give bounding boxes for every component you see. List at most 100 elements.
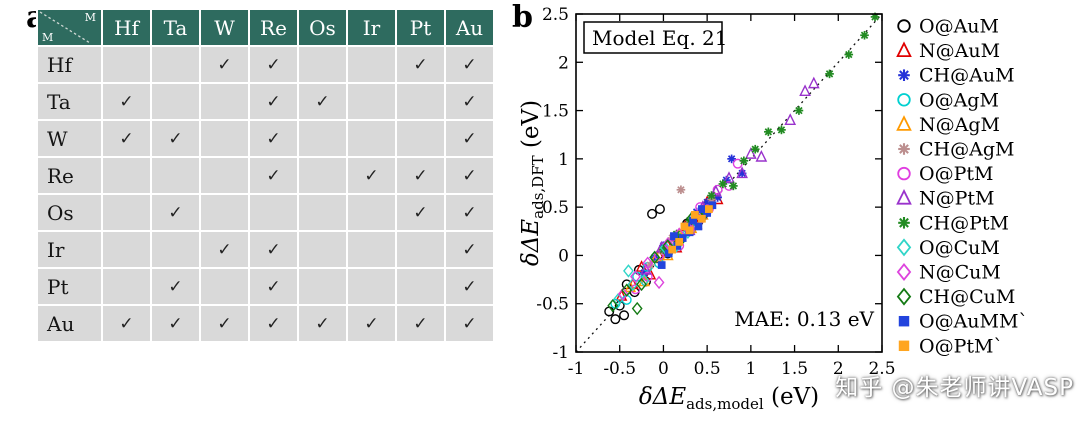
model-title-text: Model Eq. 21 [592, 26, 727, 50]
marker-diamond-open [607, 298, 619, 313]
check-cell: ✓ [152, 306, 199, 341]
check-cell: ✓ [446, 269, 493, 304]
marker-diamond-open [636, 277, 647, 292]
marker-circle-open [897, 19, 911, 33]
empty-cell [299, 195, 346, 230]
empty-cell [103, 47, 150, 82]
check-cell: ✓ [201, 232, 248, 267]
check-cell: ✓ [250, 84, 297, 119]
empty-cell [348, 269, 395, 304]
check-cell: ✓ [152, 269, 199, 304]
marker-asterisk [898, 143, 910, 155]
check-cell: ✓ [299, 306, 346, 341]
marker-square-filled [898, 340, 910, 352]
check-cell: ✓ [446, 47, 493, 82]
marker-square-filled [685, 226, 694, 235]
legend-item: O@AgM [897, 89, 999, 111]
col-header: Hf [103, 10, 150, 45]
x-tick-label: -0.5 [603, 359, 636, 379]
empty-cell [348, 121, 395, 156]
empty-cell [103, 232, 150, 267]
y-tick-label: 0 [558, 246, 569, 266]
col-header: Re [250, 10, 297, 45]
empty-cell [201, 195, 248, 230]
legend-item: N@AuM [896, 40, 1000, 62]
marker-asterisk [718, 179, 728, 189]
legend-item: N@PtM [896, 188, 995, 210]
legend-item: CH@AuM [898, 65, 1015, 87]
x-tick-label: 2.5 [868, 359, 895, 379]
marker-diamond-open [653, 275, 665, 290]
empty-cell [201, 121, 248, 156]
legend-item: O@AuM [897, 16, 999, 38]
marker-diamond-open [617, 287, 629, 301]
empty-cell [299, 232, 346, 267]
check-cell: ✓ [446, 306, 493, 341]
col-header: Os [299, 10, 346, 45]
row-header: Pt [38, 269, 101, 304]
x-axis-label: δΔEads,model (eV) [639, 384, 819, 413]
legend-item: O@PtM [897, 163, 993, 185]
check-cell: ✓ [397, 158, 444, 193]
check-cell: ✓ [152, 195, 199, 230]
legend-item: CH@AgM [898, 139, 1014, 161]
empty-cell [348, 195, 395, 230]
panel-b-label: b [512, 0, 533, 35]
check-cell: ✓ [348, 158, 395, 193]
check-cell: ✓ [103, 121, 150, 156]
empty-cell [299, 269, 346, 304]
legend-label: CH@AuM [919, 65, 1015, 87]
marker-asterisk [764, 127, 773, 137]
legend-item: N@CuM [896, 262, 1001, 284]
empty-cell [152, 158, 199, 193]
marker-asterisk [777, 125, 786, 135]
empty-cell [299, 47, 346, 82]
marker-asterisk [844, 50, 854, 59]
alloy-table: M M Hf Ta W Re Os Ir Pt Au Hf ✓ ✓ ✓ ✓ Ta ✓ ✓ ✓ ✓ W ✓ ✓ ✓ ✓ Re ✓ ✓ ✓ ✓… [36, 8, 495, 343]
legend-label: N@PtM [919, 188, 995, 210]
legend-label: N@CuM [919, 262, 1001, 284]
legend-label: O@CuM [919, 237, 1000, 259]
x-tick-label: 1 [745, 359, 756, 379]
marker-asterisk [898, 69, 910, 81]
marker-diamond-open [631, 301, 643, 316]
marker-triangle-open [896, 41, 912, 58]
marker-diamond-open [896, 238, 912, 257]
col-header: Au [446, 10, 493, 45]
col-header: Ir [348, 10, 395, 45]
marker-diamond-open [896, 263, 912, 281]
legend-label: CH@CuM [919, 286, 1015, 308]
check-cell: ✓ [446, 121, 493, 156]
marker-square-filled [694, 222, 703, 231]
legend-label: CH@AgM [919, 139, 1014, 161]
check-cell: ✓ [446, 195, 493, 230]
marker-square-filled [689, 216, 698, 225]
marker-square-filled [668, 245, 677, 254]
empty-cell [103, 195, 150, 230]
marker-diamond-open [623, 264, 634, 278]
marker-square-filled [698, 214, 706, 223]
legend-label: O@AuM [919, 16, 999, 38]
x-tick-label: -1 [568, 359, 585, 379]
check-cell: ✓ [397, 47, 444, 82]
y-tick-label: -1 [552, 343, 569, 363]
empty-cell [397, 84, 444, 119]
legend-item: O@PtM` [898, 335, 1003, 357]
empty-cell [103, 269, 150, 304]
marker-asterisk [707, 191, 716, 200]
check-cell: ✓ [201, 306, 248, 341]
check-cell: ✓ [348, 306, 395, 341]
empty-cell [348, 232, 395, 267]
col-header: W [201, 10, 248, 45]
check-cell: ✓ [103, 84, 150, 119]
check-cell: ✓ [397, 195, 444, 230]
marker-triangle-open [736, 166, 748, 179]
table-row: Pt ✓ ✓ ✓ [38, 269, 493, 304]
marker-diamond-open [621, 283, 633, 297]
axis-frame [575, 13, 883, 353]
y-tick-label: 2.5 [542, 5, 569, 25]
legend-label: CH@PtM [919, 212, 1009, 234]
marker-asterisk [729, 181, 738, 191]
col-header: Ta [152, 10, 199, 45]
